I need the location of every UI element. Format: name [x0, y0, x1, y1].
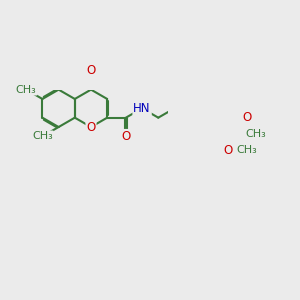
Text: CH₃: CH₃ — [246, 129, 266, 139]
Text: CH₃: CH₃ — [16, 85, 37, 94]
Text: O: O — [121, 130, 130, 143]
Text: CH₃: CH₃ — [32, 131, 53, 141]
Text: O: O — [242, 111, 251, 124]
Text: CH₃: CH₃ — [236, 145, 257, 155]
Text: O: O — [86, 121, 96, 134]
Text: HN: HN — [133, 102, 151, 115]
Text: O: O — [86, 64, 96, 77]
Text: O: O — [224, 144, 233, 157]
